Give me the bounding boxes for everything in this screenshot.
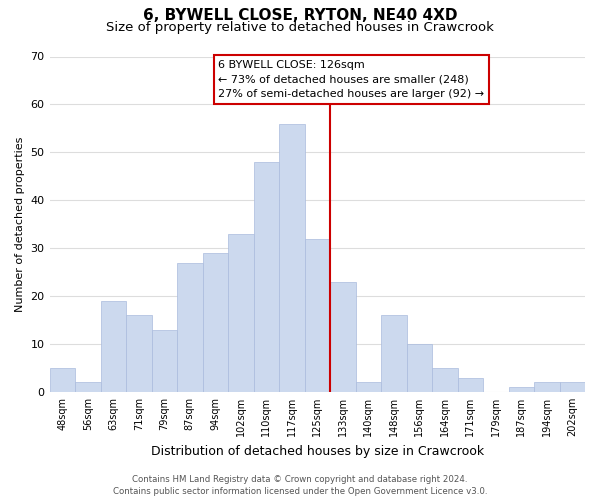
Text: Contains HM Land Registry data © Crown copyright and database right 2024.
Contai: Contains HM Land Registry data © Crown c… xyxy=(113,474,487,496)
Bar xyxy=(509,387,534,392)
Bar xyxy=(101,301,126,392)
Bar xyxy=(330,282,356,392)
Bar xyxy=(203,253,228,392)
Bar xyxy=(381,316,407,392)
Text: Size of property relative to detached houses in Crawcrook: Size of property relative to detached ho… xyxy=(106,21,494,34)
Y-axis label: Number of detached properties: Number of detached properties xyxy=(15,136,25,312)
Bar xyxy=(407,344,432,392)
X-axis label: Distribution of detached houses by size in Crawcrook: Distribution of detached houses by size … xyxy=(151,444,484,458)
Bar xyxy=(75,382,101,392)
Bar xyxy=(560,382,585,392)
Bar xyxy=(432,368,458,392)
Bar xyxy=(534,382,560,392)
Bar xyxy=(254,162,279,392)
Text: 6, BYWELL CLOSE, RYTON, NE40 4XD: 6, BYWELL CLOSE, RYTON, NE40 4XD xyxy=(143,8,457,22)
Bar xyxy=(152,330,177,392)
Bar xyxy=(356,382,381,392)
Bar xyxy=(50,368,75,392)
Text: 6 BYWELL CLOSE: 126sqm
← 73% of detached houses are smaller (248)
27% of semi-de: 6 BYWELL CLOSE: 126sqm ← 73% of detached… xyxy=(218,60,484,100)
Bar xyxy=(228,234,254,392)
Bar xyxy=(279,124,305,392)
Bar xyxy=(126,316,152,392)
Bar xyxy=(177,262,203,392)
Bar xyxy=(458,378,483,392)
Bar xyxy=(305,238,330,392)
